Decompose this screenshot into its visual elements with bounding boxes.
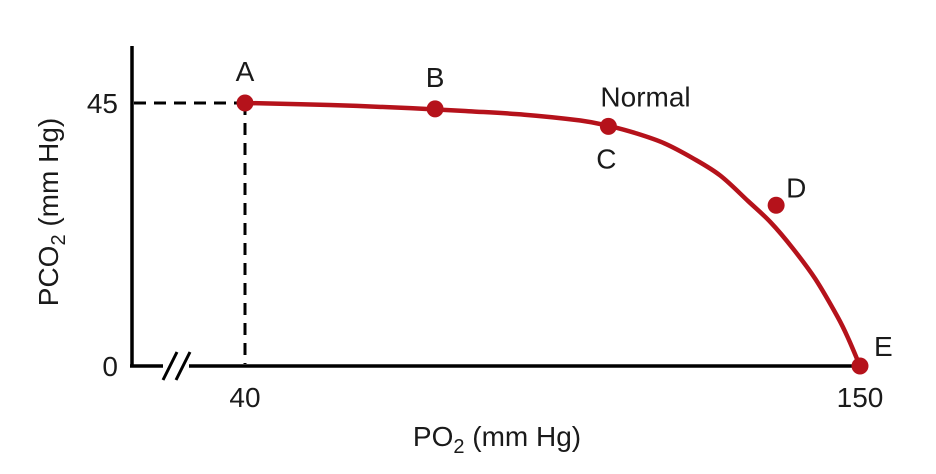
point-b [426,100,444,118]
point-c [599,117,617,135]
x-tick-label: 40 [229,382,260,413]
y-tick-label: 0 [102,351,118,382]
point-label-d: D [786,172,806,203]
x-axis-break-icon [161,351,192,381]
point-label-a: A [236,56,255,87]
annotation-normal: Normal [600,81,690,112]
y-axis-label: PCO2 (mm Hg) [33,118,70,306]
x-axis-label: PO2 (mm Hg) [413,421,581,458]
point-d [767,196,785,214]
point-label-e: E [874,331,893,362]
point-label-b: B [426,62,445,93]
curve-series [242,100,863,369]
point-e [851,357,869,375]
y-tick-label: 45 [87,88,118,119]
point-a [236,94,254,112]
x-tick-label: 150 [837,382,884,413]
point-label-c: C [596,143,616,174]
